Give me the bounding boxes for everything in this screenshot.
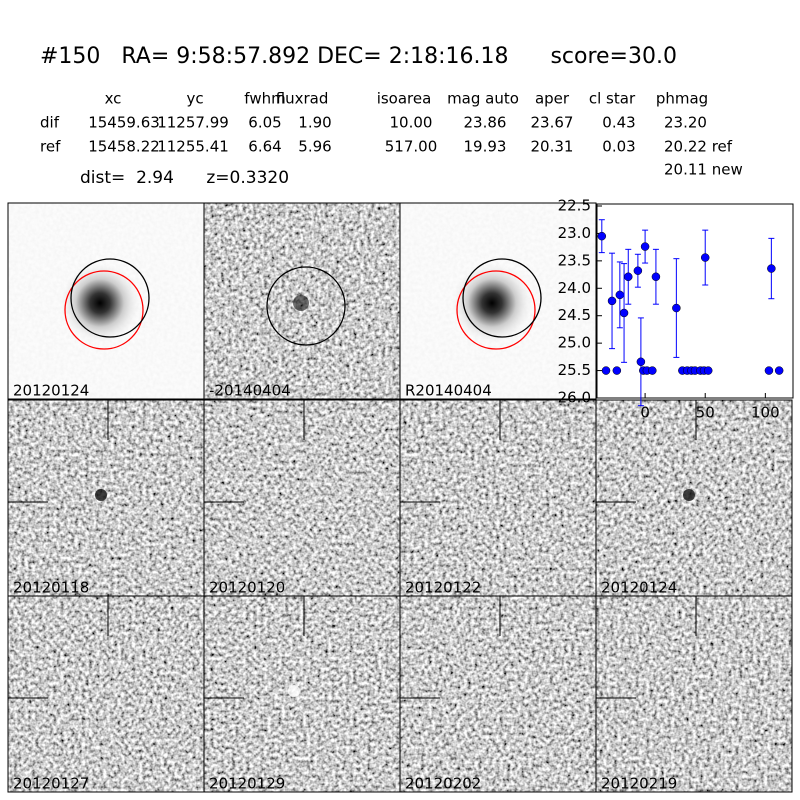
- stamp-label: 20120127: [13, 775, 89, 793]
- y-tick-label: 23.5: [558, 251, 591, 269]
- point: [703, 366, 713, 375]
- column-header: phmag: [656, 90, 708, 108]
- point: [767, 264, 776, 273]
- x-tick-label: 0: [640, 404, 650, 422]
- y-tick-label: 22.5: [558, 197, 591, 215]
- stamp-label: 20120122: [405, 579, 481, 597]
- point: [601, 366, 611, 375]
- black-circle: [70, 258, 150, 338]
- x-tick-label: 100: [751, 404, 780, 422]
- y-tick-label: 23.0: [558, 224, 591, 242]
- red-circle: [456, 270, 536, 350]
- image-stamp: [8, 596, 204, 792]
- residual-blob: [293, 295, 309, 311]
- point: [774, 366, 784, 375]
- point: [615, 290, 625, 300]
- source-blob: [288, 685, 300, 697]
- note: 20.11 new: [664, 161, 743, 179]
- cell: 11257.99: [157, 114, 229, 132]
- cell: 1.90: [298, 114, 331, 132]
- cell: 0.03: [602, 138, 635, 156]
- stamp-label: 20120219: [601, 775, 677, 793]
- image-stamp: [204, 596, 400, 792]
- y-tick-label: 24.0: [558, 279, 591, 297]
- stamp-border: [399, 202, 597, 400]
- cell: 517.00: [385, 138, 438, 156]
- point: [651, 272, 661, 282]
- cell: 19.93: [464, 138, 507, 156]
- cell: 20.31: [531, 138, 574, 156]
- cell: 10.00: [390, 114, 433, 132]
- column-header: aper: [535, 90, 570, 108]
- point: [607, 296, 617, 306]
- x-tick-label: 50: [696, 404, 715, 422]
- image-stamp: [204, 400, 400, 596]
- cell: 11255.41: [157, 138, 229, 156]
- cell: 5.96: [298, 138, 331, 156]
- cell: 6.05: [248, 114, 281, 132]
- y-tick-label: 25.5: [558, 361, 591, 379]
- source-blob: [60, 263, 140, 343]
- column-header: fwhm: [244, 90, 285, 108]
- stamp-label: 20120118: [13, 579, 89, 597]
- cell: 6.64: [248, 138, 281, 156]
- point: [597, 231, 607, 241]
- point: [624, 272, 633, 282]
- cell: 23.20: [664, 114, 707, 132]
- point: [700, 253, 710, 262]
- image-stamp: [400, 596, 596, 792]
- stamp-label: 20120202: [405, 775, 481, 793]
- image-stamp: [596, 596, 792, 792]
- dist: dist= 2.94 z=0.3320: [80, 168, 289, 188]
- source-blob: [95, 489, 107, 501]
- point: [633, 266, 643, 275]
- row-label: ref: [40, 138, 61, 156]
- plot-area: [596, 203, 794, 399]
- stamp-label: 20120129: [209, 775, 285, 793]
- black-circle: [462, 258, 542, 338]
- black-circle: [266, 266, 346, 346]
- y-tick-label: 26.0: [558, 389, 591, 407]
- stamp-border: [595, 595, 793, 793]
- column-header: isoarea: [377, 90, 432, 108]
- red-circle: [64, 270, 144, 350]
- row-label: dif: [40, 114, 60, 132]
- cell: 20.22 ref: [664, 138, 733, 156]
- cell: 15458.22: [88, 138, 160, 156]
- cell: 23.67: [531, 114, 574, 132]
- stamp-label: -20140404: [209, 382, 291, 400]
- stamp-label: R20140404: [405, 382, 492, 400]
- source-blob: [452, 263, 532, 343]
- y-tick-label: 24.5: [558, 306, 591, 324]
- cell: 0.43: [602, 114, 635, 132]
- column-header: fluxrad: [276, 90, 329, 108]
- source-blob: [683, 489, 695, 501]
- column-header: mag auto: [447, 90, 519, 108]
- point: [764, 366, 774, 375]
- stamp-label: 20120124: [601, 579, 677, 597]
- stamp-label: 20120120: [209, 579, 285, 597]
- point: [648, 366, 657, 375]
- y-tick-label: 25.0: [558, 334, 591, 352]
- point: [619, 308, 629, 318]
- point: [672, 303, 681, 313]
- image-stamp: [400, 400, 596, 596]
- column-header: yc: [186, 90, 203, 108]
- point: [636, 357, 646, 367]
- cell: 15459.63: [88, 114, 160, 132]
- stamp-label: 20120124: [13, 382, 89, 400]
- point: [612, 366, 622, 375]
- cell: 23.86: [464, 114, 507, 132]
- point: [640, 242, 650, 251]
- title: #150 RA= 9:58:57.892 DEC= 2:18:16.18 sco…: [40, 44, 677, 69]
- column-header: xc: [105, 90, 122, 108]
- column-header: cl star: [589, 90, 636, 108]
